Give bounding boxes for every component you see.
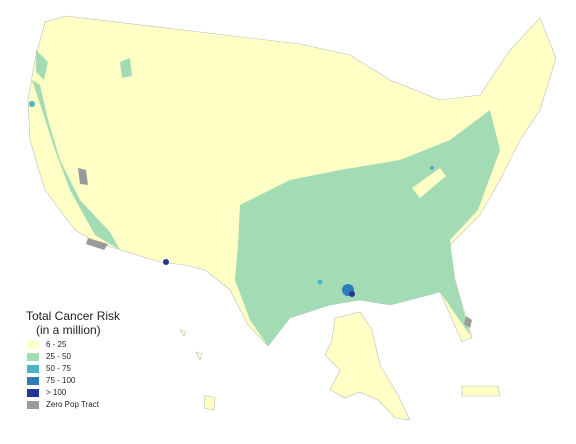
legend: Total Cancer Risk (in a million) 6 - 25 2… [26, 309, 121, 409]
legend-swatch [27, 365, 39, 373]
hotspot [29, 101, 35, 107]
legend-label: 6 - 25 [46, 340, 67, 349]
island [195, 351, 203, 361]
hawaii [179, 329, 216, 411]
legend-subtitle: (in a million) [36, 323, 101, 337]
hotspot [430, 166, 434, 170]
legend-swatch [27, 341, 39, 349]
legend-title: Total Cancer Risk [26, 309, 121, 323]
contiguous-us [27, 15, 557, 347]
puerto-rico [461, 385, 501, 397]
risk-region [36, 50, 48, 80]
legend-label: 50 - 75 [46, 364, 71, 373]
hotspot [163, 259, 169, 265]
legend-swatch [27, 353, 39, 361]
legend-swatch [27, 377, 39, 385]
hotspot [317, 279, 323, 285]
zero-pop [78, 168, 88, 185]
legend-swatch [27, 389, 39, 397]
risk-region [235, 110, 500, 346]
island [179, 329, 187, 337]
legend-label: 25 - 50 [46, 352, 71, 361]
legend-label: Zero Pop Tract [46, 400, 100, 409]
hotspot [349, 291, 355, 297]
risk-region [32, 80, 120, 250]
legend-label: > 100 [46, 388, 67, 397]
zero-pop [464, 316, 472, 328]
alaska [324, 311, 411, 421]
zero-pop [86, 238, 108, 250]
land [412, 168, 446, 198]
risk-region [120, 58, 132, 78]
island [203, 394, 216, 411]
legend-swatch [27, 401, 39, 409]
legend-label: 75 - 100 [46, 376, 76, 385]
